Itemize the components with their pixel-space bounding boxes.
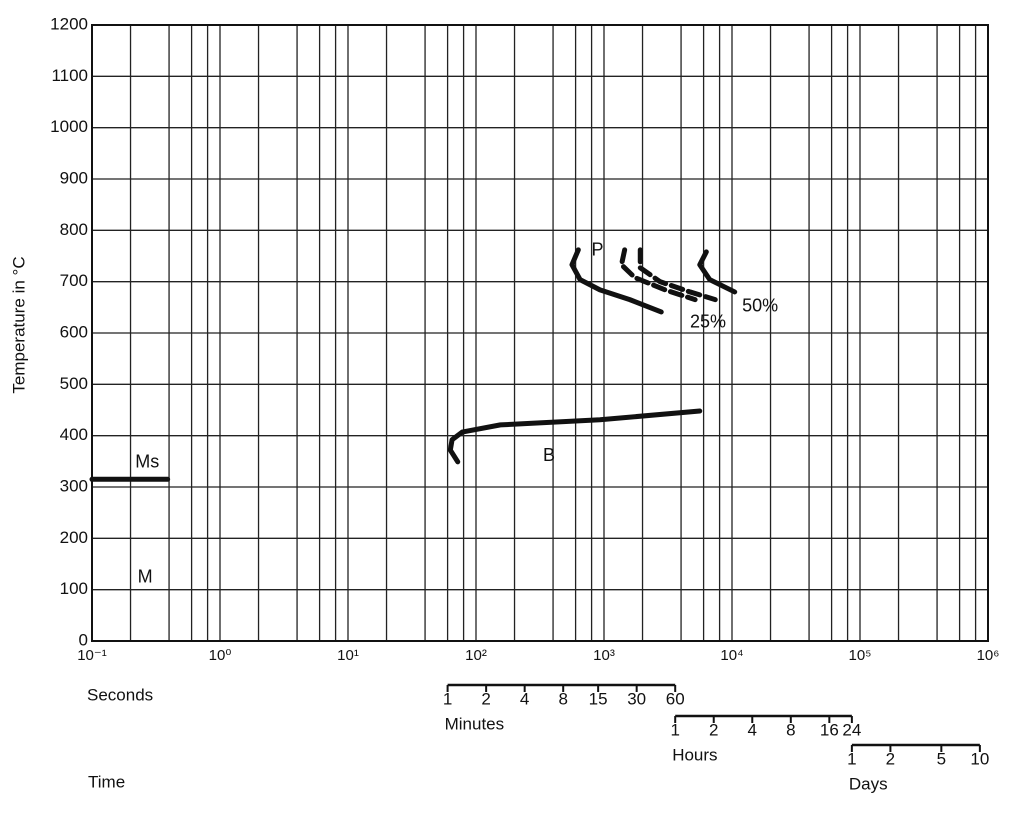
time-scale-tick-label: 2	[481, 689, 490, 708]
x-unit-label: Seconds	[87, 685, 153, 704]
time-scale-tick-label: 16	[820, 720, 839, 739]
annotation: Ms	[135, 452, 159, 472]
time-scale-label: Days	[849, 774, 888, 793]
time-scale-tick-label: 1	[443, 689, 452, 708]
x-tick-label: 10⁻¹	[77, 647, 107, 664]
plot-frame	[91, 24, 989, 642]
y-tick-label: 1100	[51, 66, 88, 85]
y-tick-label: 500	[60, 374, 88, 393]
x-tick-label: 10⁴	[720, 647, 743, 664]
x-tick-label: 10⁵	[849, 647, 872, 664]
time-scale-label: Minutes	[445, 714, 505, 733]
time-scale-tick-label: 30	[627, 689, 646, 708]
time-scale-tick-label: 24	[842, 720, 861, 739]
y-tick-label: 300	[60, 476, 88, 495]
curve	[619, 247, 698, 303]
y-axis-title: Temperature in °C	[9, 256, 28, 393]
x-tick-label: 10²	[465, 647, 487, 664]
x-tick-label: 10¹	[337, 647, 359, 664]
time-scale-tick-label: 2	[886, 749, 895, 768]
time-scale-tick-label: 8	[786, 720, 795, 739]
x-tick-label: 10³	[593, 647, 615, 664]
annotation: M	[138, 567, 153, 587]
curve	[637, 247, 718, 303]
y-tick-label: 800	[60, 220, 88, 239]
y-tick-label: 1200	[50, 14, 88, 33]
time-scale-tick-label: 15	[589, 689, 608, 708]
time-scale-tick-label: 60	[666, 689, 685, 708]
y-tick-label: 100	[60, 579, 88, 598]
curve	[447, 408, 703, 465]
annotation: 25%	[690, 311, 726, 331]
x-tick-label: 10⁶	[977, 647, 1000, 664]
time-scale-tick-label: 8	[558, 689, 567, 708]
time-scale-tick-label: 5	[937, 749, 946, 768]
annotation: 50%	[742, 296, 778, 316]
x-tick-label: 10⁰	[209, 647, 232, 664]
y-tick-label: 200	[60, 528, 88, 547]
x-axis-title: Time	[88, 772, 125, 791]
y-tick-label: 400	[60, 425, 88, 444]
annotation: P	[592, 240, 604, 260]
y-tick-label: 900	[60, 168, 88, 187]
time-scale-tick-label: 10	[970, 749, 989, 768]
time-scale-tick-label: 4	[520, 689, 529, 708]
annotation: B	[543, 445, 555, 465]
time-scale-label: Hours	[672, 745, 717, 764]
curve	[697, 249, 738, 295]
y-tick-label: 1000	[50, 117, 88, 136]
time-scale-tick-label: 1	[847, 749, 856, 768]
y-tick-label: 600	[60, 322, 88, 341]
time-scale-tick-label: 2	[709, 720, 718, 739]
time-scale-tick-label: 4	[748, 720, 757, 739]
y-tick-label: 700	[60, 271, 88, 290]
time-scale-tick-label: 1	[670, 720, 679, 739]
y-tick-label: 0	[79, 630, 88, 649]
curve	[569, 247, 664, 315]
